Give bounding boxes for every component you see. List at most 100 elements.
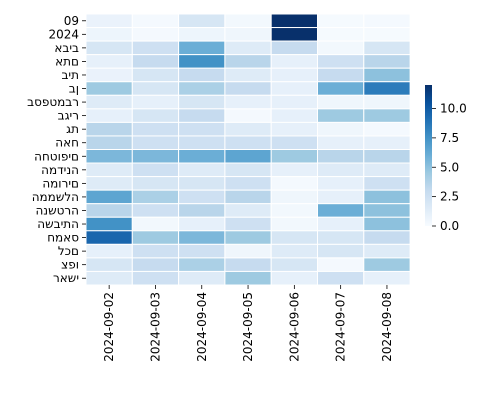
heatmap-cell [85, 257, 133, 272]
heatmap-cell [131, 54, 180, 69]
heatmap-cell [363, 270, 411, 286]
heatmap-cell [131, 108, 180, 123]
heatmap-cell [224, 176, 272, 191]
heatmap-cell [131, 216, 180, 232]
heatmap-cell [317, 176, 365, 191]
heatmap-cell [224, 81, 272, 96]
heatmap-cell [131, 230, 180, 245]
heatmap-cell [270, 54, 319, 69]
y-tick-label: המורים [42, 176, 79, 190]
heatmap-cell [224, 270, 272, 286]
heatmap-cell [85, 121, 133, 137]
heatmap-cell [270, 270, 319, 286]
heatmap-cell [317, 203, 365, 218]
heatmap-cell [178, 94, 226, 110]
heatmap-cell [178, 121, 226, 137]
y-tick-label: בגיר [58, 109, 79, 123]
y-tick-label: המדינה [41, 163, 79, 177]
heatmap-cell [270, 162, 319, 178]
heatmap-cell [224, 27, 272, 42]
y-tick-label: חמאס [47, 231, 79, 245]
heatmap-cell [270, 189, 319, 205]
x-tick-label: 2024-09-04 [195, 292, 209, 362]
heatmap-cell [363, 54, 411, 69]
y-tick-label: אביב [54, 41, 79, 55]
heatmap-cell [131, 94, 180, 110]
heatmap-cell [85, 27, 133, 42]
heatmap-cell [224, 13, 272, 29]
heatmap-cell [363, 81, 411, 96]
x-tick-label: 2024-09-03 [148, 292, 162, 362]
heatmap-cell [317, 27, 365, 42]
x-tick-label: 2024-09-02 [102, 292, 116, 362]
heatmap-cell [178, 108, 226, 123]
heatmap-cell [131, 243, 180, 259]
heatmap-cell [363, 40, 411, 56]
heatmap-cell [85, 243, 133, 259]
colorbar-ticks: 0.0 2.5 5.0 7.5 10.0 [432, 102, 467, 233]
heatmap-cell [317, 216, 365, 232]
heatmap-cell [363, 162, 411, 178]
y-tick-label: אתם [55, 54, 79, 68]
heatmap-cell [363, 121, 411, 137]
heatmap-cell [317, 270, 365, 286]
heatmap-cell [224, 121, 272, 137]
heatmap-cell [178, 54, 226, 69]
y-tick-label: השביתה [37, 217, 79, 231]
heatmap-cell [85, 176, 133, 191]
heatmap-cell [224, 243, 272, 259]
heatmap-cell [131, 149, 180, 164]
heatmap-cell [224, 162, 272, 178]
heatmap-cell [363, 135, 411, 150]
heatmap-cell [178, 203, 226, 218]
colorbar-tick-label: 7.5 [440, 131, 459, 145]
y-tick-label: החטופים [34, 149, 79, 163]
heatmap-cell [224, 94, 272, 110]
colorbar-tick-label: 5.0 [440, 160, 459, 174]
heatmap-cell [363, 203, 411, 218]
heatmap-cell [317, 162, 365, 178]
heatmap-cells [85, 13, 411, 286]
colorbar: 0.0 2.5 5.0 7.5 10.0 [425, 85, 467, 233]
heatmap-cell [178, 176, 226, 191]
heatmap-cell [224, 108, 272, 123]
colorbar-tick-label: 2.5 [440, 190, 459, 204]
y-tick-label: הנשטרה [35, 203, 79, 217]
heatmap-cell [224, 257, 272, 272]
heatmap-cell [85, 203, 133, 218]
heatmap-cell [317, 108, 365, 123]
heatmap-cell [270, 108, 319, 123]
heatmap-cell [270, 27, 319, 42]
heatmap-cell [85, 216, 133, 232]
heatmap-cell [363, 257, 411, 272]
heatmap-cell [85, 162, 133, 178]
x-tick-label: 2024-09-07 [334, 292, 348, 362]
y-tick-label: 2024 [48, 27, 79, 41]
heatmap-cell [270, 257, 319, 272]
heatmap-cell [224, 54, 272, 69]
heatmap-cell [270, 149, 319, 164]
heatmap-cell [317, 230, 365, 245]
heatmap-cell [317, 40, 365, 56]
y-tick-label: צפו [61, 258, 79, 272]
heatmap-cell [131, 135, 180, 150]
heatmap-cell [178, 27, 226, 42]
heatmap-cell [270, 121, 319, 137]
heatmap-cell [270, 216, 319, 232]
y-tick-label: לכם [58, 244, 79, 258]
heatmap-cell [178, 243, 226, 259]
heatmap-cell [363, 230, 411, 245]
heatmap-cell [363, 149, 411, 164]
y-tick-label: גת [66, 122, 79, 136]
heatmap-cell [131, 162, 180, 178]
heatmap-cell [363, 216, 411, 232]
heatmap-cell [224, 67, 272, 83]
heatmap-cell [363, 189, 411, 205]
heatmap-cell [178, 189, 226, 205]
heatmap-cell [270, 40, 319, 56]
heatmap-cell [270, 176, 319, 191]
heatmap-cell [363, 94, 411, 110]
heatmap-cell [224, 189, 272, 205]
heatmap-cell [85, 270, 133, 286]
heatmap-cell [270, 67, 319, 83]
